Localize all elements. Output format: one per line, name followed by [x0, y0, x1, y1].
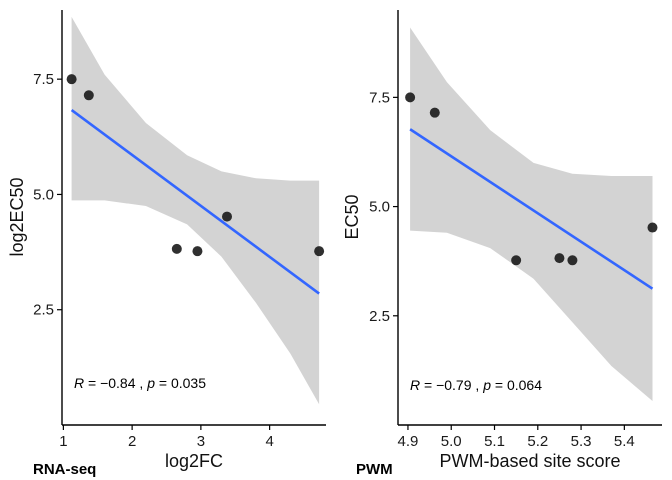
p-value: = 0.064 — [491, 377, 542, 393]
x-axis-title: log2FC — [165, 451, 223, 471]
y-tick-label: 2.5 — [33, 302, 54, 319]
panel-tag: RNA-seq — [33, 461, 96, 478]
panel-rna-seq: 1 2 3 4 2.5 5.0 7.5 R = −0.84 , p = 0.035 log2… — [7, 10, 326, 478]
correlation-annotation: R = −0.79 , p = 0.064 — [410, 377, 542, 393]
x-tick-label: 3 — [197, 433, 205, 450]
data-point — [83, 90, 94, 101]
data-point — [511, 255, 522, 266]
r-label: R — [74, 375, 84, 391]
x-tick-label: 5.2 — [527, 433, 548, 450]
data-point — [405, 92, 416, 103]
x-tick-label: 5.4 — [614, 433, 635, 450]
data-point — [567, 255, 578, 266]
y-axis-title: log2EC50 — [7, 177, 27, 256]
data-point — [66, 74, 77, 85]
x-tick-label: 2 — [128, 433, 136, 450]
panel-tag: PWM — [356, 461, 393, 478]
data-point — [429, 107, 440, 118]
x-tick-label: 1 — [59, 433, 67, 450]
data-point — [192, 246, 203, 257]
y-tick-label: 5.0 — [369, 199, 390, 216]
regression-line — [409, 128, 654, 290]
data-point — [171, 243, 182, 254]
x-axis-title: PWM-based site score — [439, 451, 620, 471]
r-value: = −0.84 , — [84, 375, 147, 391]
axes: 1 2 3 4 2.5 5.0 7.5 — [33, 71, 274, 450]
x-tick-label: 4 — [265, 433, 273, 450]
regression-line — [70, 109, 320, 295]
y-tick-label: 7.5 — [33, 71, 54, 88]
x-tick-label: 4.9 — [398, 433, 419, 450]
y-tick-label: 2.5 — [369, 308, 390, 325]
data-point — [314, 246, 325, 257]
confidence-band — [410, 27, 653, 401]
data-point — [647, 222, 658, 233]
r-label: R — [410, 377, 420, 393]
data-point — [554, 253, 565, 264]
correlation-annotation: R = −0.84 , p = 0.035 — [74, 375, 206, 391]
x-tick-label: 5.1 — [484, 433, 505, 450]
panel-pwm: 4.9 5.0 5.1 5.2 5.3 5.4 2.5 5.0 7.5 R = −0.79 , … — [342, 10, 662, 478]
plot-area — [66, 16, 325, 405]
data-point — [222, 211, 232, 222]
x-tick-label: 5.0 — [441, 433, 462, 450]
y-tick-label: 7.5 — [369, 89, 390, 106]
x-tick-label: 5.3 — [571, 433, 592, 450]
plot-area — [405, 27, 658, 401]
y-tick-label: 5.0 — [33, 186, 54, 203]
axes: 4.9 5.0 5.1 5.2 5.3 5.4 2.5 5.0 7.5 — [369, 89, 635, 450]
r-value: = −0.79 , — [420, 377, 483, 393]
y-axis-title: EC50 — [342, 194, 362, 239]
p-label: p — [482, 377, 491, 393]
p-label: p — [146, 375, 155, 391]
p-value: = 0.035 — [155, 375, 206, 391]
confidence-band — [71, 16, 320, 405]
